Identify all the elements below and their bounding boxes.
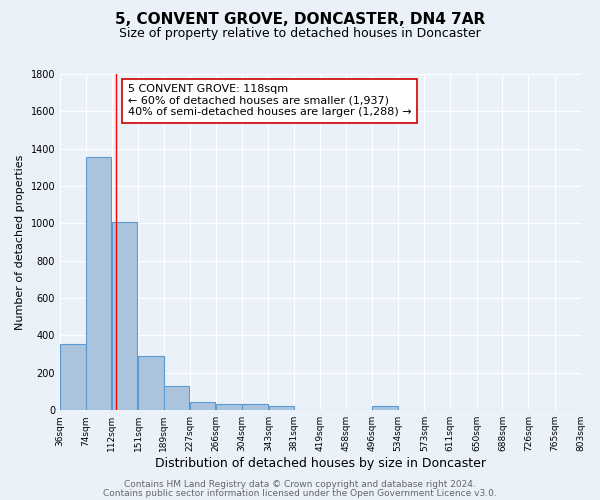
Bar xyxy=(60,344,86,410)
Bar xyxy=(86,157,112,410)
Bar xyxy=(112,222,137,410)
Bar xyxy=(269,406,294,410)
X-axis label: Distribution of detached houses by size in Doncaster: Distribution of detached houses by size … xyxy=(155,457,486,470)
Text: Contains public sector information licensed under the Open Government Licence v3: Contains public sector information licen… xyxy=(103,488,497,498)
Bar xyxy=(242,404,268,410)
Text: 5, CONVENT GROVE, DONCASTER, DN4 7AR: 5, CONVENT GROVE, DONCASTER, DN4 7AR xyxy=(115,12,485,28)
Text: Contains HM Land Registry data © Crown copyright and database right 2024.: Contains HM Land Registry data © Crown c… xyxy=(124,480,476,489)
Bar xyxy=(190,402,215,410)
Text: 5 CONVENT GROVE: 118sqm
← 60% of detached houses are smaller (1,937)
40% of semi: 5 CONVENT GROVE: 118sqm ← 60% of detache… xyxy=(128,84,412,117)
Bar xyxy=(138,356,164,410)
Y-axis label: Number of detached properties: Number of detached properties xyxy=(15,154,25,330)
Bar xyxy=(164,386,190,410)
Bar xyxy=(216,404,242,410)
Text: Size of property relative to detached houses in Doncaster: Size of property relative to detached ho… xyxy=(119,28,481,40)
Bar xyxy=(373,406,398,410)
